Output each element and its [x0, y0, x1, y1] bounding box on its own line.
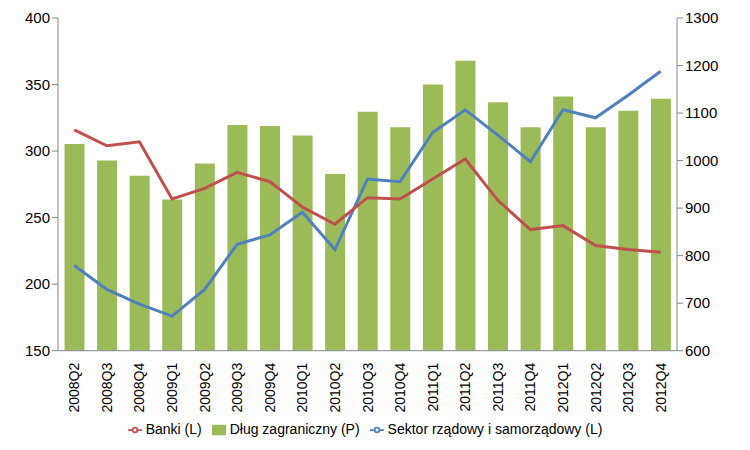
svg-text:250: 250 — [25, 209, 50, 226]
svg-text:2008Q4: 2008Q4 — [131, 362, 147, 412]
html-text:Sektor rządowy i samorządowy (: Sektor rządowy i samorządowy (L) — [387, 420, 603, 437]
svg-text:2010Q1: 2010Q1 — [294, 362, 310, 412]
html-text:Dług zagraniczny (P): Dług zagraniczny (P) — [229, 420, 360, 437]
svg-text:1100: 1100 — [685, 104, 717, 121]
svg-text:2011Q1: 2011Q1 — [425, 362, 441, 411]
svg-text:600: 600 — [685, 342, 710, 359]
svg-text:2010Q4: 2010Q4 — [392, 362, 408, 412]
svg-text:2009Q1: 2009Q1 — [164, 362, 180, 412]
svg-text:300: 300 — [25, 142, 50, 159]
svg-text:700: 700 — [685, 294, 710, 311]
svg-text:800: 800 — [685, 247, 710, 264]
svg-text:2009Q2: 2009Q2 — [197, 362, 213, 412]
svg-text:2009Q3: 2009Q3 — [229, 362, 245, 412]
svg-text:200: 200 — [25, 275, 50, 292]
svg-text:350: 350 — [25, 76, 50, 93]
svg-text:2011Q2: 2011Q2 — [457, 362, 473, 411]
svg-text:2012Q3: 2012Q3 — [620, 362, 636, 412]
svg-text:400: 400 — [25, 9, 50, 26]
svg-text:2012Q4: 2012Q4 — [653, 362, 669, 412]
svg-text:1000: 1000 — [685, 152, 718, 169]
svg-text:1200: 1200 — [685, 57, 718, 74]
svg-text:150: 150 — [25, 342, 50, 359]
svg-text:2008Q2: 2008Q2 — [66, 362, 82, 412]
html-text:Banki (L): Banki (L) — [145, 420, 202, 437]
svg-text:2011Q4: 2011Q4 — [522, 362, 538, 411]
svg-text:2012Q1: 2012Q1 — [555, 362, 571, 412]
svg-text:2008Q3: 2008Q3 — [99, 362, 115, 412]
svg-text:2011Q3: 2011Q3 — [490, 362, 506, 411]
svg-text:2012Q2: 2012Q2 — [588, 362, 604, 412]
svg-text:900: 900 — [685, 199, 710, 216]
svg-text:1300: 1300 — [685, 9, 718, 26]
svg-text:2010Q2: 2010Q2 — [327, 362, 343, 412]
svg-text:2010Q3: 2010Q3 — [360, 362, 376, 412]
svg-text:2009Q4: 2009Q4 — [262, 362, 278, 412]
